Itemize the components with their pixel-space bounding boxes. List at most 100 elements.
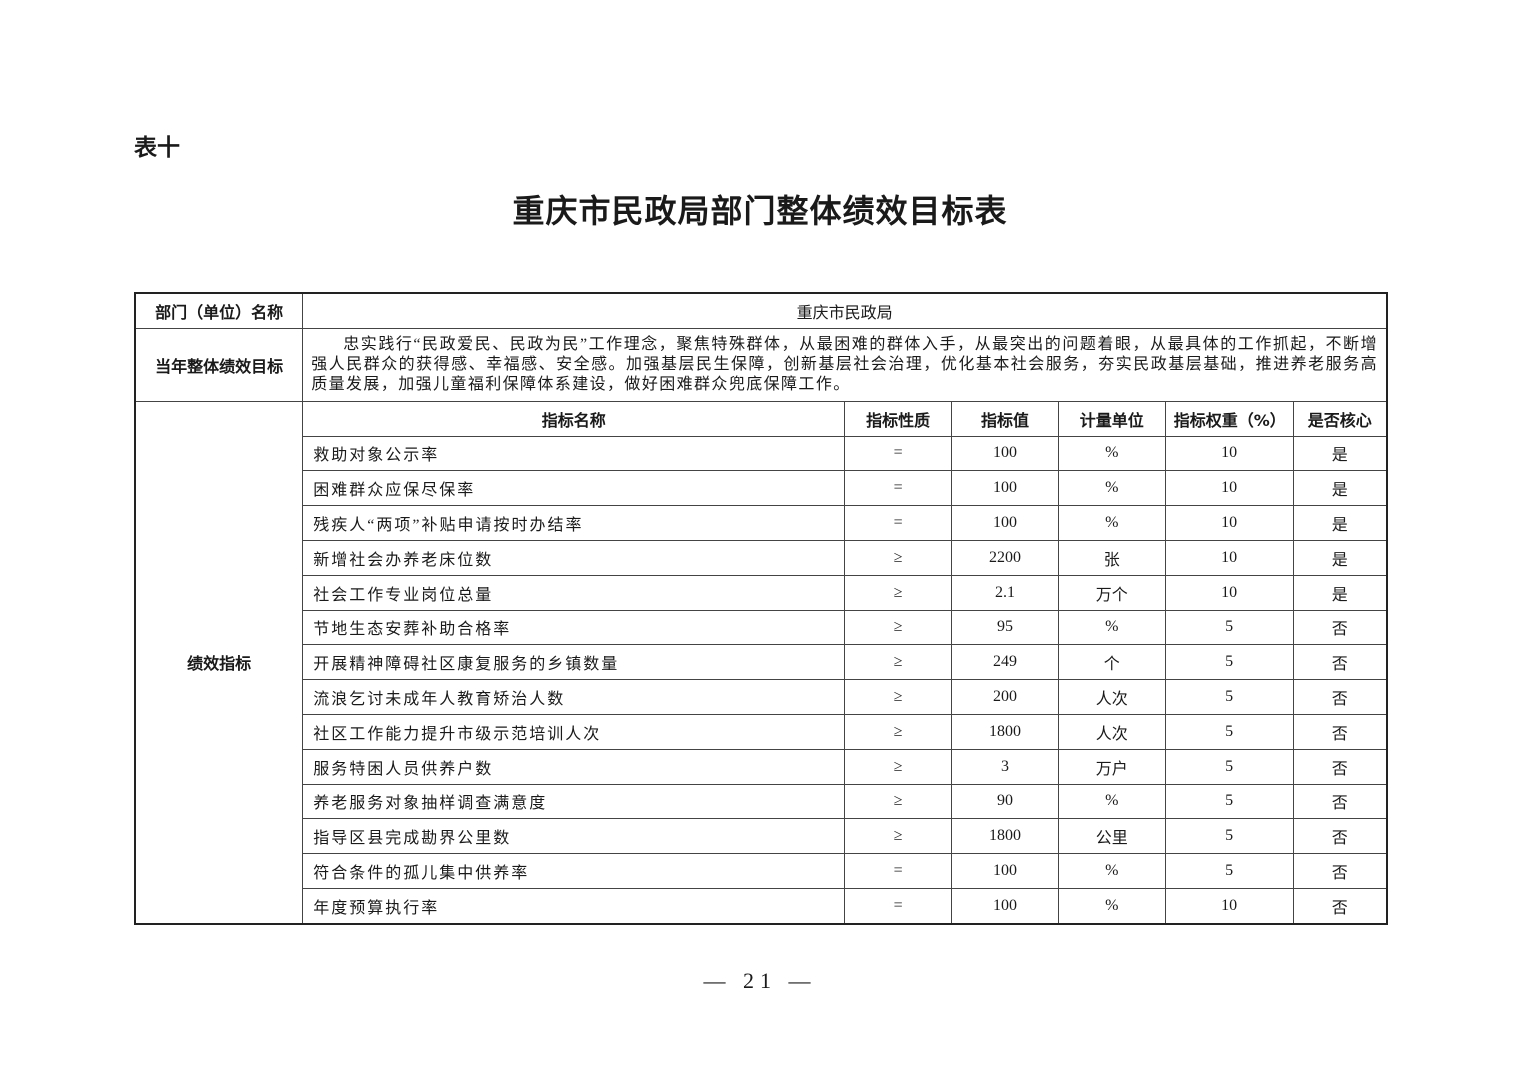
table-row: 指导区县完成勘界公里数 ≥1800 公里 5 否 [135, 818, 1388, 855]
indicator-nature: ≥ [844, 713, 953, 750]
dept-label: 部门（单位）名称 [134, 292, 304, 329]
unit: % [1057, 783, 1166, 820]
goal-row: 当年整体绩效目标 忠实践行“民政爱民、民政为民”工作理念，聚焦特殊群体，从最困难… [134, 327, 1388, 402]
indicator-value: 100 [951, 435, 1059, 472]
indicator-name: 社会工作专业岗位总量 [302, 574, 846, 611]
indicator-value: 2.1 [951, 574, 1059, 611]
indicator-value: 90 [951, 783, 1059, 820]
indicator-nature: ≥ [844, 574, 953, 611]
page-number: — 21 — [703, 968, 817, 993]
table-row: 符合条件的孤儿集中供养率 = 100% 5 否 [135, 853, 1388, 889]
indicator-name: 服务特困人员供养户数 [302, 748, 846, 785]
indicator-nature: = [844, 887, 953, 925]
indicator-value: 100 [951, 853, 1059, 889]
column-header: 指标值 [951, 400, 1059, 437]
dept-row: 部门（单位）名称 重庆市民政局 [134, 292, 1388, 329]
indicator-nature: = [844, 435, 953, 472]
indicator-nature: ≥ [844, 539, 953, 576]
table-row: 困难群众应保尽保率 = 100% 10 是 [135, 470, 1388, 507]
indicator-value: 3 [951, 748, 1059, 785]
table-label: 表十 [134, 135, 180, 161]
indicator-name: 社区工作能力提升市级示范培训人次 [302, 713, 846, 750]
unit: 万个 [1057, 574, 1166, 611]
indicator-name: 开展精神障碍社区康复服务的乡镇数量 [302, 644, 846, 681]
indicator-nature: = [844, 853, 953, 889]
weight: 10 [1164, 574, 1294, 611]
column-header: 是否核心 [1292, 400, 1388, 437]
table-row: 残疾人“两项”补贴申请按时办结率 = 100% 10 是 [135, 505, 1388, 541]
is-core: 否 [1292, 818, 1388, 855]
is-core: 否 [1292, 887, 1388, 925]
is-core: 是 [1292, 574, 1388, 611]
indicator-nature: = [844, 470, 953, 507]
is-core: 是 [1292, 435, 1388, 472]
weight: 5 [1164, 748, 1294, 785]
indicator-nature: ≥ [844, 679, 953, 715]
is-core: 否 [1292, 748, 1388, 785]
unit: % [1057, 435, 1166, 472]
weight: 5 [1164, 818, 1294, 855]
unit: 公里 [1057, 818, 1166, 855]
column-header: 指标名称 [302, 400, 846, 437]
is-core: 否 [1292, 713, 1388, 750]
is-core: 否 [1292, 783, 1388, 820]
is-core: 否 [1292, 853, 1388, 889]
indicator-name: 流浪乞讨未成年人教育矫治人数 [302, 679, 846, 715]
indicator-name: 新增社会办养老床位数 [302, 539, 846, 576]
weight: 10 [1164, 435, 1294, 472]
unit: 万户 [1057, 748, 1166, 785]
is-core: 否 [1292, 679, 1388, 715]
indicator-name: 符合条件的孤儿集中供养率 [302, 853, 846, 889]
unit: % [1057, 853, 1166, 889]
indicator-name: 残疾人“两项”补贴申请按时办结率 [302, 505, 846, 541]
table-row: 节地生态安葬补助合格率 ≥95% 5 否 [135, 609, 1388, 646]
indicator-name: 节地生态安葬补助合格率 [302, 609, 846, 646]
indicator-name: 指导区县完成勘界公里数 [302, 818, 846, 855]
column-header: 指标性质 [844, 400, 953, 437]
indicator-name: 养老服务对象抽样调查满意度 [302, 783, 846, 820]
indicator-value: 95 [951, 609, 1059, 646]
indicator-value: 1800 [951, 713, 1059, 750]
weight: 10 [1164, 505, 1294, 541]
unit: 个 [1057, 644, 1166, 681]
column-header: 计量单位 [1057, 400, 1166, 437]
weight: 5 [1164, 783, 1294, 820]
table-row: 开展精神障碍社区康复服务的乡镇数量 ≥249 个 5 否 [135, 644, 1388, 681]
dept-value: 重庆市民政局 [302, 292, 1388, 329]
indicator-nature: ≥ [844, 609, 953, 646]
page-title: 重庆市民政局部门整体绩效目标表 [512, 193, 1008, 229]
is-core: 是 [1292, 539, 1388, 576]
indicator-value: 100 [951, 505, 1059, 541]
indicator-value: 200 [951, 679, 1059, 715]
unit: % [1057, 887, 1166, 925]
indicator-value: 2200 [951, 539, 1059, 576]
table-row: 社区工作能力提升市级示范培训人次 ≥1800 人次 5 否 [135, 713, 1388, 750]
performance-table: 部门（单位）名称 重庆市民政局 当年整体绩效目标 忠实践行“民政爱民、民政为民”… [134, 292, 1388, 925]
indicator-value: 100 [951, 887, 1059, 925]
unit: 人次 [1057, 713, 1166, 750]
table-row: 服务特困人员供养户数 ≥3 万户 5 否 [135, 748, 1388, 785]
indicator-nature: ≥ [844, 818, 953, 855]
weight: 5 [1164, 609, 1294, 646]
indicators-label: 绩效指标 [134, 400, 304, 925]
unit: 张 [1057, 539, 1166, 576]
table-row: 养老服务对象抽样调查满意度 ≥90% 5 否 [135, 783, 1388, 820]
weight: 5 [1164, 644, 1294, 681]
is-core: 是 [1292, 505, 1388, 541]
is-core: 否 [1292, 609, 1388, 646]
unit: % [1057, 470, 1166, 507]
table-row: 流浪乞讨未成年人教育矫治人数 ≥200 人次 5 否 [135, 679, 1388, 715]
column-header: 指标权重（%） [1164, 400, 1294, 437]
table-row: 社会工作专业岗位总量 ≥2.1 万个 10 是 [135, 574, 1388, 611]
table-row: 救助对象公示率 = 100% 10 是 [135, 435, 1388, 472]
indicator-value: 100 [951, 470, 1059, 507]
indicator-nature: ≥ [844, 748, 953, 785]
indicator-header-row: 绩效指标 指标名称 指标性质 指标值 计量单位 指标权重（%） 是否核心 [134, 400, 1388, 925]
goal-label: 当年整体绩效目标 [134, 327, 304, 402]
indicator-name: 困难群众应保尽保率 [302, 470, 846, 507]
is-core: 否 [1292, 644, 1388, 681]
is-core: 是 [1292, 470, 1388, 507]
indicator-value: 249 [951, 644, 1059, 681]
indicator-nature: ≥ [844, 644, 953, 681]
weight: 10 [1164, 887, 1294, 925]
